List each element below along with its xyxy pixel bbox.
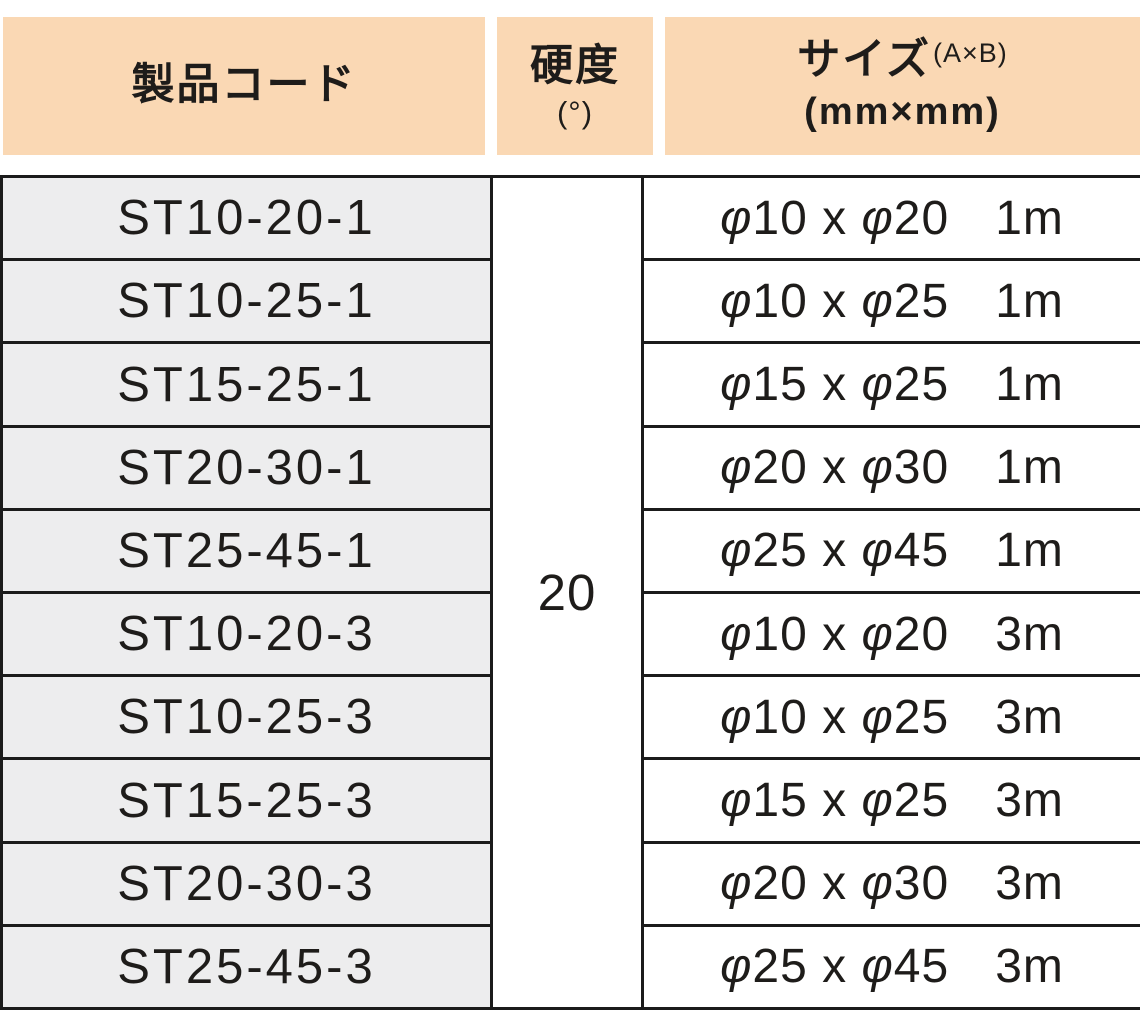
size-dimensions: φ20 x φ30	[720, 441, 950, 495]
size-length: 1m	[995, 441, 1064, 495]
hardness-value: 20	[537, 564, 597, 621]
size-cell: φ15 x φ25 1m	[644, 344, 1140, 428]
size-dimensions: φ10 x φ20	[720, 191, 950, 245]
size-cell: φ25 x φ45 3m	[644, 926, 1140, 1008]
phi-symbol: φ	[861, 191, 894, 245]
phi-symbol: φ	[861, 358, 894, 411]
header-size-line1: サイズ (A×B)	[797, 34, 1008, 88]
header-product-code-label: 製品コード	[131, 61, 357, 110]
size-dimensions: φ25 x φ45	[720, 524, 950, 578]
header-size-annotation: (A×B)	[932, 38, 1008, 69]
phi-symbol: φ	[720, 857, 753, 911]
product-code-cell: ST10-25-3	[3, 677, 490, 761]
phi-symbol: φ	[861, 690, 894, 744]
product-code-cell: ST20-30-3	[3, 843, 490, 927]
phi-symbol: φ	[720, 191, 753, 245]
header-size: サイズ (A×B) (mm×mm)	[665, 17, 1140, 155]
size-length: 3m	[995, 774, 1064, 828]
size-length: 1m	[995, 274, 1064, 328]
size-dimensions: φ10 x φ25	[720, 690, 950, 744]
product-code-cell: ST25-45-1	[3, 510, 490, 595]
size-length: 3m	[995, 857, 1064, 911]
product-code-column: ST10-20-1 ST10-25-1 ST15-25-1 ST20-30-1 ST25…	[3, 178, 493, 1008]
phi-symbol: φ	[861, 274, 894, 328]
size-cell: φ20 x φ30 3m	[644, 843, 1140, 927]
size-cell: φ20 x φ30 1m	[644, 427, 1140, 511]
phi-symbol: φ	[861, 524, 894, 578]
size-cell: φ10 x φ25 3m	[644, 677, 1140, 761]
product-code-cell: ST25-45-3	[3, 926, 490, 1008]
phi-symbol: φ	[720, 524, 753, 578]
phi-symbol: φ	[720, 274, 753, 328]
header-product-code: 製品コード	[3, 17, 485, 155]
phi-symbol: φ	[861, 857, 894, 911]
size-length: 3m	[995, 690, 1064, 744]
spec-table-body: ST10-20-1 ST10-25-1 ST15-25-1 ST20-30-1 ST25…	[0, 175, 1140, 1010]
phi-symbol: φ	[720, 690, 753, 744]
table-header-row: 製品コード 硬度 (°) サイズ (A×B) (mm×mm)	[3, 17, 1140, 155]
header-size-unit: (mm×mm)	[804, 91, 1001, 134]
size-dimensions: φ10 x φ20	[720, 607, 950, 661]
product-code-cell: ST10-25-1	[3, 261, 490, 345]
size-dimensions: φ15 x φ25	[720, 358, 950, 411]
header-hardness-label: 硬度	[530, 41, 620, 90]
product-code-cell: ST10-20-1	[3, 178, 490, 262]
phi-symbol: φ	[861, 940, 894, 994]
phi-symbol: φ	[720, 358, 753, 411]
product-code-cell: ST20-30-1	[3, 427, 490, 511]
size-length: 3m	[995, 940, 1064, 994]
size-cell: φ10 x φ20 1m	[644, 178, 1140, 262]
phi-symbol: φ	[861, 607, 894, 661]
size-length: 1m	[995, 524, 1064, 578]
size-cell: φ25 x φ45 1m	[644, 510, 1140, 595]
header-hardness-unit: (°)	[556, 94, 594, 130]
phi-symbol: φ	[861, 774, 894, 828]
size-cell: φ15 x φ25 3m	[644, 760, 1140, 844]
size-cell: φ10 x φ20 3m	[644, 594, 1140, 678]
size-length: 3m	[995, 607, 1064, 661]
product-code-cell: ST15-25-3	[3, 760, 490, 844]
size-dimensions: φ10 x φ25	[720, 274, 950, 328]
size-cell: φ10 x φ25 1m	[644, 261, 1140, 345]
phi-symbol: φ	[720, 774, 753, 828]
header-size-label: サイズ	[797, 36, 931, 85]
size-dimensions: φ25 x φ45	[720, 940, 950, 994]
size-length: 1m	[995, 191, 1064, 245]
size-dimensions: φ20 x φ30	[720, 857, 950, 911]
phi-symbol: φ	[720, 607, 753, 661]
product-code-cell: ST15-25-1	[3, 344, 490, 428]
product-code-cell: ST10-20-3	[3, 594, 490, 678]
size-column: φ10 x φ20 1m φ10 x φ25 1m φ15 x φ25 1m φ20 x φ…	[644, 178, 1140, 1008]
hardness-column: 20	[493, 178, 644, 1007]
phi-symbol: φ	[861, 441, 894, 495]
size-length: 1m	[995, 358, 1064, 411]
phi-symbol: φ	[720, 441, 753, 495]
header-hardness: 硬度 (°)	[497, 17, 653, 155]
phi-symbol: φ	[720, 940, 753, 994]
size-dimensions: φ15 x φ25	[720, 774, 950, 828]
